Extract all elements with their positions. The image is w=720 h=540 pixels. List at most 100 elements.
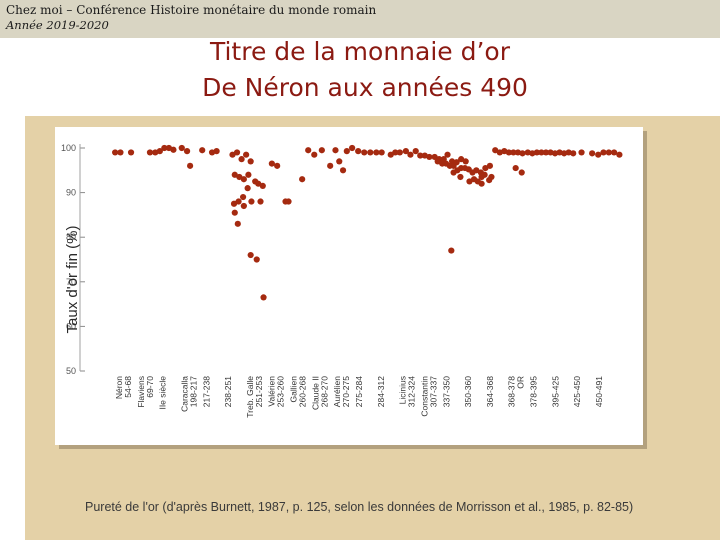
data-point xyxy=(127,149,135,156)
data-point xyxy=(361,149,368,156)
data-point xyxy=(478,180,485,187)
data-point xyxy=(268,160,275,167)
x-category-label: 425-450 xyxy=(572,376,582,407)
data-point xyxy=(538,149,545,156)
header-title: Chez moi – Conférence Histoire monétaire… xyxy=(6,3,377,17)
data-point xyxy=(373,149,380,156)
data-point xyxy=(519,150,526,157)
x-category-label: 217-238 xyxy=(201,376,211,407)
data-point xyxy=(318,147,325,154)
data-point xyxy=(274,162,281,169)
x-category-label: Claude II xyxy=(310,376,320,410)
data-point xyxy=(336,158,343,165)
data-point xyxy=(589,150,596,157)
x-category-sublabel: 54-68 xyxy=(123,376,133,398)
data-point xyxy=(213,148,220,155)
data-point xyxy=(259,182,266,190)
data-point xyxy=(505,149,512,156)
data-point xyxy=(146,149,154,156)
data-point xyxy=(112,149,119,156)
x-category-label: Treb. Galle xyxy=(245,376,255,418)
data-point xyxy=(240,176,247,183)
data-point xyxy=(247,158,254,165)
data-point xyxy=(199,147,206,154)
x-category-label: Constantin xyxy=(419,376,429,417)
data-point xyxy=(156,148,163,155)
data-point xyxy=(349,144,356,152)
x-category-label: 350-360 xyxy=(463,376,473,407)
data-point xyxy=(240,202,247,210)
data-point xyxy=(305,147,312,154)
data-point xyxy=(486,162,494,169)
data-point xyxy=(234,220,241,227)
data-point xyxy=(481,171,488,178)
data-point xyxy=(510,149,517,156)
x-category-label: Aurélien xyxy=(332,376,342,407)
x-category-label: 368-378 xyxy=(507,376,517,407)
x-category-label: 450-491 xyxy=(594,376,604,407)
data-point xyxy=(595,151,602,158)
data-point xyxy=(253,256,260,263)
data-point xyxy=(616,151,623,158)
data-point xyxy=(450,162,457,169)
data-point xyxy=(462,158,469,165)
data-point xyxy=(611,149,618,156)
data-point xyxy=(178,144,185,152)
data-point xyxy=(407,151,414,158)
data-point xyxy=(378,149,385,156)
y-tick-label: 60 xyxy=(66,321,76,331)
x-category-sublabel: 307-337 xyxy=(428,376,438,407)
y-axis-title: Taux d'or fin (%) xyxy=(64,226,81,334)
data-point xyxy=(183,148,191,155)
data-point xyxy=(426,153,433,161)
data-point xyxy=(600,149,607,156)
data-point xyxy=(570,150,577,157)
chart-svg: 50 60 70 80 90 100 Taux d'or fin (%) Néron 54-68… xyxy=(55,127,647,449)
data-point xyxy=(605,149,612,156)
data-point xyxy=(240,193,247,201)
data-point xyxy=(332,147,339,154)
x-category-sublabel: 253-260 xyxy=(276,376,286,407)
data-point xyxy=(235,198,242,205)
data-point xyxy=(533,149,540,156)
slide-title: Titre de la monnaie d’or De Néron aux an… xyxy=(0,34,720,106)
x-category-label: 364-368 xyxy=(485,376,495,407)
y-tick-label: 100 xyxy=(61,143,76,153)
x-category-sublabel: 198-217 xyxy=(188,376,198,407)
data-point xyxy=(233,149,241,156)
y-tick-label: 70 xyxy=(66,277,76,287)
y-tick-label: 80 xyxy=(66,232,76,242)
data-point xyxy=(542,149,550,156)
x-category-sublabel: 270-275 xyxy=(341,376,351,407)
chart-caption: Pureté de l'or (d'après Burnett, 1987, p… xyxy=(85,500,634,514)
data-point xyxy=(231,209,238,216)
data-point xyxy=(392,149,399,156)
x-category-label: Gallien xyxy=(289,376,299,403)
x-category-label: Licinius xyxy=(398,376,408,404)
data-point xyxy=(488,173,495,181)
data-point xyxy=(396,149,403,156)
x-category-label: 337-350 xyxy=(441,376,451,407)
x-category-label: 378-395 xyxy=(529,376,539,407)
data-point xyxy=(402,148,409,155)
data-point xyxy=(244,185,251,192)
data-point xyxy=(355,148,362,155)
x-category-label: Flaviens xyxy=(136,376,146,408)
data-point xyxy=(257,198,264,205)
x-category-sublabel: 312-324 xyxy=(407,376,417,407)
x-category-label: 238-251 xyxy=(223,376,233,407)
data-point xyxy=(343,148,350,155)
data-point xyxy=(299,176,306,183)
data-point xyxy=(260,294,267,301)
x-category-sublabel: 69-70 xyxy=(145,376,155,398)
data-point xyxy=(339,167,347,174)
x-category-label: Valérien xyxy=(267,376,277,407)
slide-title-line2: De Néron aux années 490 xyxy=(202,73,528,102)
header-band xyxy=(0,0,720,38)
data-point xyxy=(117,149,124,156)
data-point xyxy=(457,173,464,181)
data-point xyxy=(448,247,455,254)
x-category-sublabel: OR xyxy=(516,376,526,389)
y-tick-label: 50 xyxy=(66,366,76,376)
x-category-label: 395-425 xyxy=(550,376,560,407)
